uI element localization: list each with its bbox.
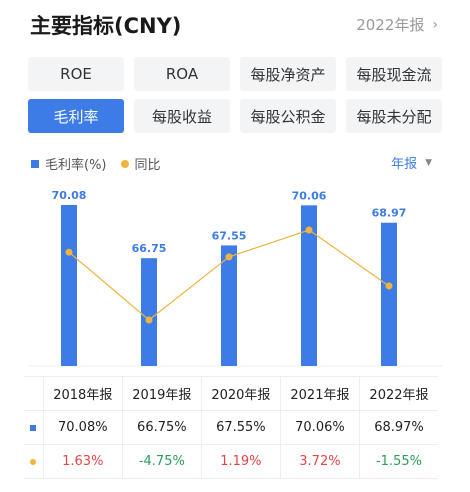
- bar-2019年报: [141, 258, 157, 366]
- annual-report-dropdown[interactable]: 年报 ▼: [391, 153, 432, 172]
- table-row-yoy: 1.63% -4.75% 1.19% 3.72% -1.55%: [24, 445, 438, 479]
- chart-legend: 毛利率(%) 同比: [31, 154, 161, 173]
- header: 主要指标(CNY) 2022年报 ›: [0, 0, 470, 50]
- bar-value-label: 70.06: [292, 189, 327, 202]
- bar-value-label: 67.55: [212, 229, 247, 242]
- page-title: 主要指标(CNY): [30, 14, 182, 38]
- report-period-label: 2022年报: [356, 16, 425, 34]
- yoy-2020: 1.19%: [200, 445, 280, 478]
- caret-down-icon: ▼: [425, 157, 432, 168]
- gross-margin-chart: 70.08 66.75 67.55 70.06 68.97: [28, 189, 442, 367]
- bar-2018年报: [61, 205, 77, 366]
- legend-line-swatch: [120, 159, 129, 168]
- report-period-selector[interactable]: 2022年报 ›: [356, 14, 438, 35]
- margin-row-marker: [30, 424, 37, 431]
- indicator-tabs: ROE ROA 每股净资产 每股现金流 毛利率 每股收益 每股公积金 每股未分配: [28, 57, 442, 133]
- tab-reserve-per-share[interactable]: 每股公积金: [240, 99, 336, 133]
- yoy-point-2019年报: [145, 316, 153, 324]
- table-corner: [24, 377, 43, 410]
- header-2020: 2020年报: [200, 377, 280, 410]
- tab-roa[interactable]: ROA: [134, 57, 230, 91]
- bar-2020年报: [221, 245, 237, 366]
- yoy-point-2020年报: [225, 253, 233, 261]
- header-2021: 2021年报: [279, 377, 359, 410]
- bar-value-label: 68.97: [372, 207, 407, 220]
- yoy-2019: -4.75%: [121, 445, 201, 478]
- yoy-2018: 1.63%: [42, 445, 122, 478]
- table-header-row: 2018年报 2019年报 2020年报 2021年报 2022年报: [24, 376, 438, 411]
- yoy-row-marker: [30, 458, 37, 465]
- bar-2021年报: [301, 205, 317, 366]
- chevron-right-icon: ›: [432, 16, 438, 33]
- margin-2018: 70.08%: [42, 411, 122, 444]
- tab-undistributed-per-share[interactable]: 每股未分配: [346, 99, 442, 133]
- yoy-point-2018年报: [65, 248, 73, 256]
- margin-2019: 66.75%: [121, 411, 201, 444]
- header-2018: 2018年报: [42, 377, 122, 410]
- tab-cash-flow-per-share[interactable]: 每股现金流: [346, 57, 442, 91]
- bar-value-label: 66.75: [132, 242, 167, 255]
- yoy-point-2021年报: [305, 226, 313, 234]
- tab-net-assets-per-share[interactable]: 每股净资产: [240, 57, 336, 91]
- yoy-2021: 3.72%: [279, 445, 359, 478]
- tab-gross-margin[interactable]: 毛利率: [28, 99, 124, 133]
- margin-2022: 68.97%: [358, 411, 438, 444]
- tab-roe[interactable]: ROE: [28, 57, 124, 91]
- bar-2022年报: [381, 222, 397, 366]
- legend-bar-swatch: [31, 159, 39, 168]
- tab-eps[interactable]: 每股收益: [134, 99, 230, 133]
- legend-line-label: 同比: [134, 158, 161, 173]
- header-2019: 2019年报: [121, 377, 201, 410]
- annual-report-label: 年报: [391, 157, 418, 172]
- legend-bar-label: 毛利率(%): [45, 158, 107, 173]
- table-row-margin: 70.08% 66.75% 67.55% 70.06% 68.97%: [24, 411, 438, 445]
- yoy-point-2022年报: [385, 282, 393, 290]
- bar-value-label: 70.08: [52, 189, 87, 202]
- header-2022: 2022年报: [358, 377, 438, 410]
- yoy-2022: -1.55%: [358, 445, 438, 478]
- margin-2021: 70.06%: [279, 411, 359, 444]
- data-table: 2018年报 2019年报 2020年报 2021年报 2022年报 70.08…: [24, 376, 438, 479]
- margin-2020: 67.55%: [200, 411, 280, 444]
